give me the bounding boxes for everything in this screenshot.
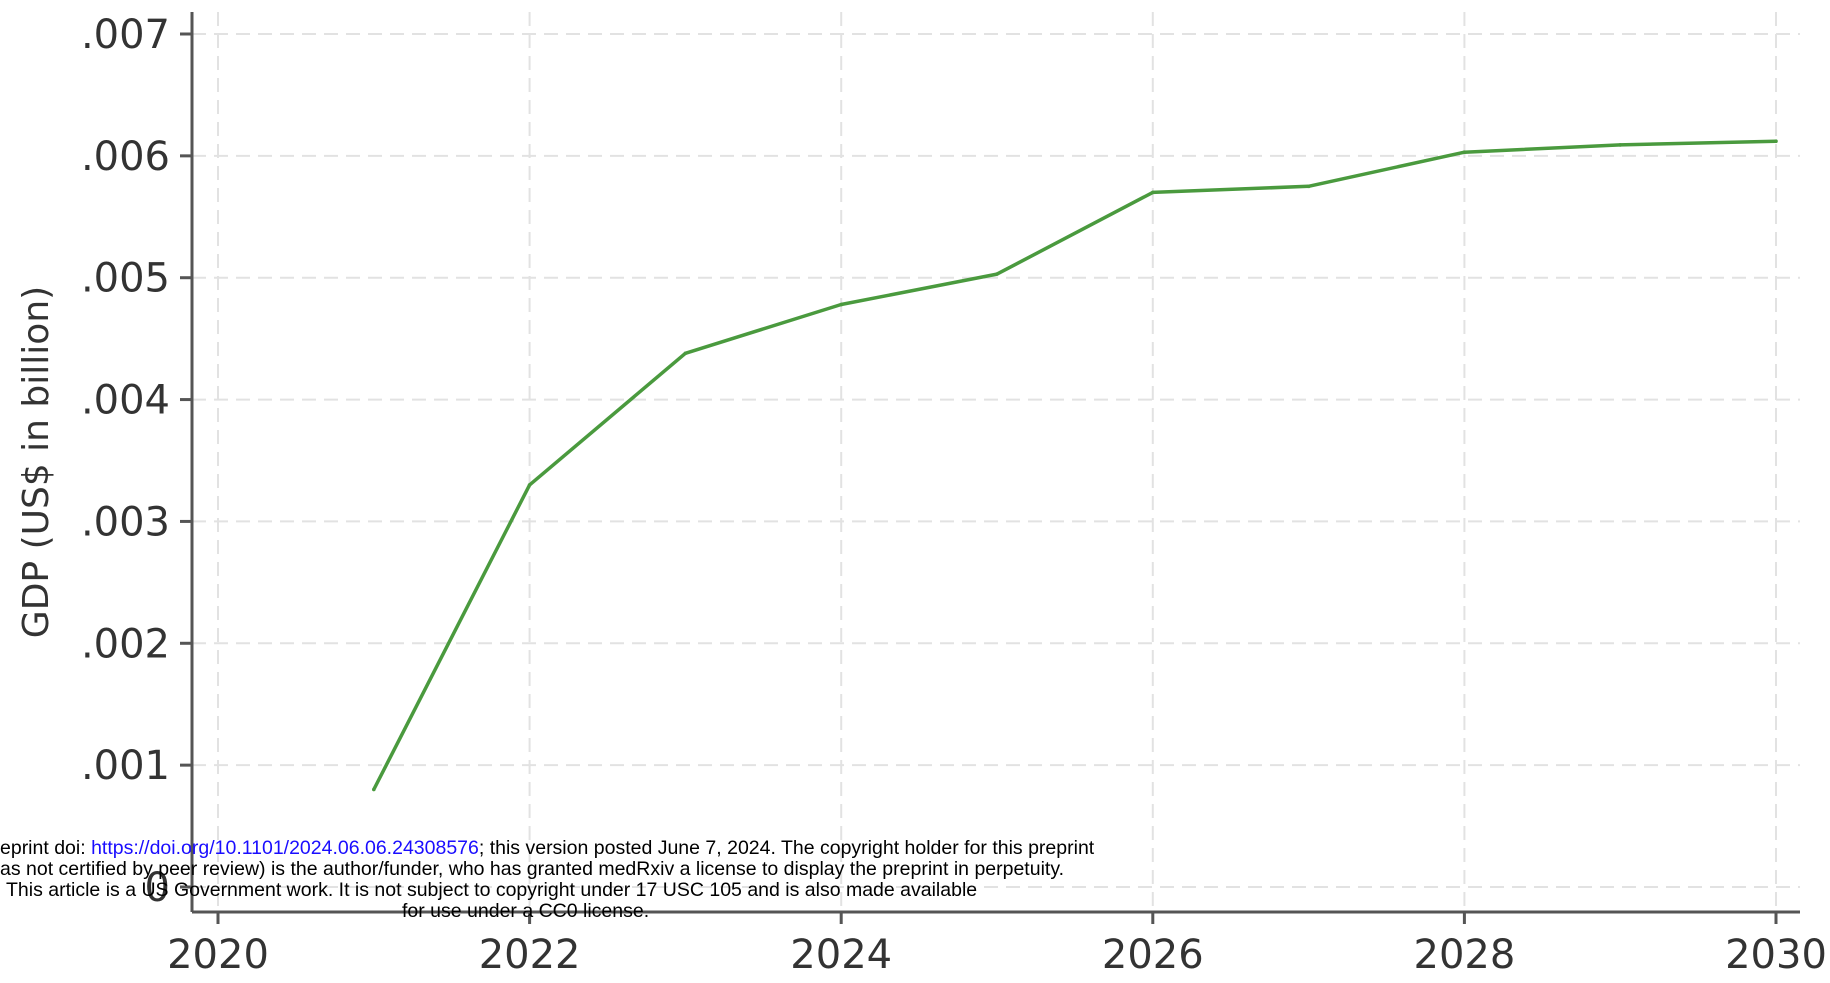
- data-point: [683, 351, 688, 356]
- data-point: [1618, 143, 1622, 147]
- data-point: [839, 302, 843, 307]
- y-tick-label: .006: [81, 134, 170, 180]
- x-tick-label: 2030: [1725, 932, 1827, 978]
- x-tick-label: 2020: [167, 932, 269, 978]
- data-point: [1462, 150, 1467, 155]
- tick-labels: 0 .001 .002 .003 .004 .005 .006 .007 2020 2022 202…: [81, 12, 1827, 978]
- x-tick-label: 2022: [479, 932, 581, 978]
- data-point: [527, 483, 532, 487]
- watermark-line-1-suffix: ; this version posted June 7, 2024. The …: [478, 837, 1095, 859]
- gridlines: [192, 12, 1800, 912]
- x-tick-label: 2024: [790, 932, 892, 978]
- data-point: [995, 272, 999, 276]
- y-tick-label: .001: [81, 743, 170, 789]
- y-tick-label: .007: [81, 12, 170, 58]
- y-tick-label: .003: [81, 499, 170, 545]
- series-line: [372, 139, 1777, 791]
- watermark-line-2: as not certified by peer review) is the …: [0, 858, 1065, 880]
- y-tick-label: .004: [81, 378, 170, 424]
- watermark-line-3: This article is a US Government work. It…: [6, 879, 978, 901]
- data-point: [1774, 139, 1778, 144]
- series-layer: [372, 139, 1778, 792]
- tick-marks: [180, 32, 1778, 924]
- doi-link[interactable]: https://doi.org/10.1101/2024.06.06.24308…: [91, 837, 479, 859]
- watermark-doi-prefix: eprint doi:: [0, 837, 92, 859]
- y-tick-label: .002: [81, 621, 170, 667]
- x-tick-label: 2028: [1414, 932, 1516, 978]
- data-point: [1151, 190, 1155, 195]
- y-tick-label: 0: [145, 865, 170, 911]
- data-point: [1306, 184, 1311, 189]
- x-tick-label: 2026: [1102, 932, 1204, 978]
- axes: [190, 12, 1800, 914]
- watermark-line-1: eprint doi: https://doi.org/10.1101/2024…: [0, 838, 1094, 859]
- watermark-line-4: for use under a CC0 license.: [402, 900, 650, 922]
- data-point: [372, 787, 376, 792]
- y-tick-label: .005: [81, 256, 170, 302]
- y-axis-title: GDP (US$ in billion): [16, 286, 57, 638]
